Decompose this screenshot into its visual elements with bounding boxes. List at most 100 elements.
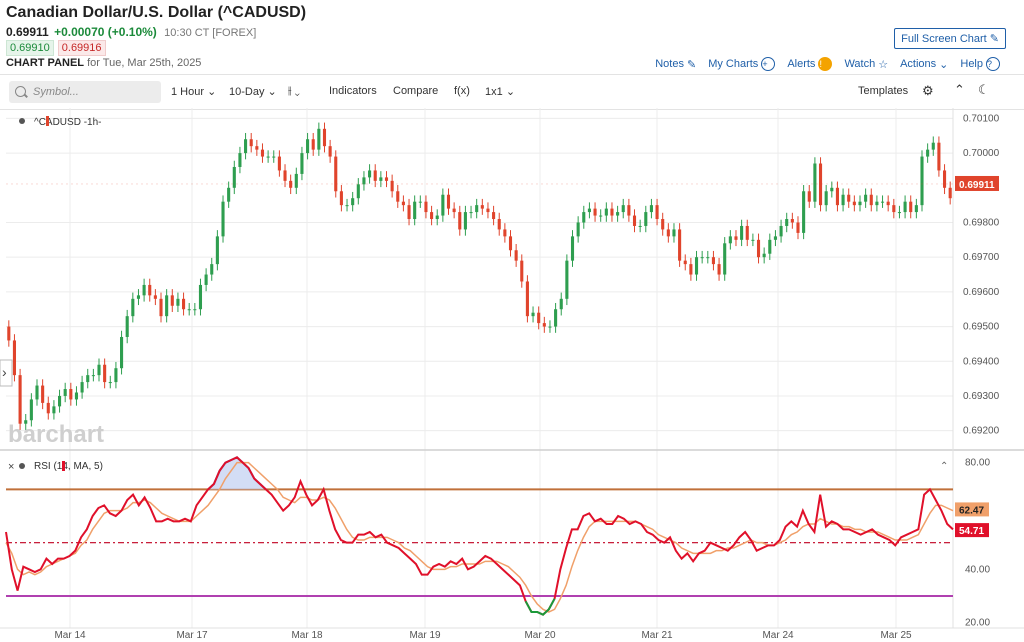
chart-type-dropdown[interactable]: ⫲ ⌄ bbox=[288, 85, 300, 98]
candle-body bbox=[74, 392, 79, 400]
fx-button[interactable]: f(x) bbox=[454, 85, 470, 97]
x-tick-label: Mar 21 bbox=[641, 630, 673, 641]
rsi-tick-label: 20.00 bbox=[965, 618, 990, 629]
candle-body bbox=[198, 284, 203, 310]
edit-icon: ✎ bbox=[686, 58, 697, 71]
rsi-tick-label: 80.00 bbox=[965, 458, 990, 469]
candle-body bbox=[266, 156, 270, 158]
interval-dropdown[interactable]: 1 Hour ⌄ bbox=[171, 85, 216, 98]
candle-body bbox=[847, 194, 851, 202]
x-tick-label: Mar 19 bbox=[409, 630, 441, 641]
compare-button[interactable]: Compare bbox=[393, 85, 439, 97]
candle-body bbox=[475, 205, 479, 213]
indicators-button[interactable]: Indicators bbox=[329, 85, 377, 97]
price-tick-label: 0.69800 bbox=[963, 217, 1000, 228]
candle-body bbox=[418, 201, 422, 203]
candle-body bbox=[108, 382, 112, 384]
candle-body bbox=[570, 236, 575, 261]
layout-dropdown[interactable]: 1x1 ⌄ bbox=[485, 85, 515, 98]
eye-icon bbox=[19, 118, 25, 124]
candle-body bbox=[503, 229, 507, 237]
candle-body bbox=[655, 205, 659, 220]
candle-body bbox=[807, 191, 811, 202]
candle-body bbox=[587, 208, 591, 213]
actions-menu[interactable]: Actions ⌄ bbox=[900, 58, 948, 71]
candle-body bbox=[937, 142, 941, 171]
candle-body bbox=[356, 184, 360, 199]
quote-header: Canadian Dollar/U.S. Dollar (^CADUSD) 0.… bbox=[0, 0, 1024, 72]
rsi-ma-label: 62.47 bbox=[959, 505, 984, 516]
chart-svg[interactable]: Mar 14 Mar 17 Mar 18 Mar 19 Mar 20 Mar 21 Mar … bbox=[0, 108, 1024, 642]
candle-body bbox=[604, 208, 608, 216]
chart-panel-label: CHART PANEL for Tue, Mar 25th, 2025 bbox=[6, 57, 201, 69]
collapse-icon: ⌃ bbox=[940, 461, 948, 472]
candle-body bbox=[886, 201, 890, 206]
candle-body bbox=[897, 212, 901, 214]
candle-body bbox=[683, 260, 687, 265]
candle-body bbox=[773, 236, 777, 240]
candle-body bbox=[322, 128, 327, 147]
candle-body bbox=[875, 201, 879, 206]
symbol-search-input[interactable]: Symbol... bbox=[9, 81, 161, 103]
candle-body bbox=[69, 389, 73, 400]
full-screen-button[interactable]: Full Screen Chart ✎ bbox=[894, 28, 1006, 49]
templates-button[interactable]: Templates bbox=[858, 85, 909, 97]
candle-body bbox=[914, 205, 918, 213]
candle-body bbox=[802, 191, 806, 233]
candle-body bbox=[548, 326, 552, 328]
price-tick-label: 0.70000 bbox=[963, 148, 1000, 159]
candle-body bbox=[232, 166, 236, 188]
candle-body bbox=[215, 236, 219, 265]
candle-body bbox=[706, 257, 710, 259]
help-link[interactable]: Help? bbox=[960, 57, 1000, 71]
watch-link[interactable]: Watch ☆ bbox=[844, 58, 888, 71]
watch-label: Watch bbox=[844, 58, 876, 70]
candle-body bbox=[751, 239, 755, 241]
candle-body bbox=[407, 205, 411, 220]
candle-body bbox=[46, 402, 50, 414]
candle-body bbox=[813, 163, 817, 202]
range-dropdown[interactable]: 10-Day ⌄ bbox=[229, 85, 277, 98]
page-title: Canadian Dollar/U.S. Dollar (^CADUSD) bbox=[6, 4, 307, 21]
alerts-link[interactable]: Alerts! bbox=[787, 57, 833, 71]
candle-body bbox=[294, 173, 298, 188]
candle-body bbox=[148, 284, 152, 296]
candle-body bbox=[779, 225, 783, 237]
candle-body bbox=[678, 229, 682, 261]
candle-body bbox=[244, 139, 248, 154]
chevron-right-icon: › bbox=[2, 364, 7, 380]
collapse-icon[interactable]: ⌃ bbox=[954, 82, 965, 97]
candle-body bbox=[204, 274, 208, 285]
candle-body bbox=[520, 260, 524, 282]
question-icon: ? bbox=[986, 57, 1000, 71]
candle-body bbox=[576, 222, 580, 237]
full-screen-label: Full Screen Chart bbox=[901, 33, 987, 45]
my-charts-link[interactable]: My Charts + bbox=[708, 57, 776, 71]
candle-body bbox=[480, 205, 484, 209]
candle-body bbox=[125, 316, 129, 337]
candle-body bbox=[616, 212, 620, 216]
candle-body bbox=[103, 364, 107, 383]
star-icon: ☆ bbox=[878, 58, 889, 71]
interval-label: 1 Hour bbox=[171, 86, 205, 98]
candle-body bbox=[165, 295, 169, 317]
quote-meta: 10:30 CT [FOREX] bbox=[164, 27, 257, 39]
candle-body bbox=[830, 187, 834, 192]
candle-body bbox=[182, 298, 186, 310]
settings-gear-icon[interactable]: ⚙ bbox=[922, 83, 934, 98]
candle-body bbox=[238, 153, 242, 167]
candle-body bbox=[227, 187, 231, 202]
candle-body bbox=[153, 295, 157, 299]
candle-body bbox=[717, 264, 721, 275]
rsi-tick-label: 40.00 bbox=[965, 564, 990, 575]
candle-body bbox=[401, 201, 405, 206]
notes-link[interactable]: Notes ✎ bbox=[655, 58, 696, 71]
candle-body bbox=[86, 375, 90, 383]
candle-body bbox=[159, 298, 163, 317]
rsi-legend: RSI (14, MA, 5) bbox=[34, 461, 103, 472]
chart-area[interactable]: Mar 14 Mar 17 Mar 18 Mar 19 Mar 20 Mar 21 Mar … bbox=[0, 108, 1024, 642]
chevron-down-icon: ⌄ bbox=[207, 86, 217, 98]
candle-body bbox=[948, 187, 952, 199]
theme-moon-icon[interactable]: ☾ bbox=[978, 82, 990, 97]
candle-body bbox=[649, 205, 653, 213]
